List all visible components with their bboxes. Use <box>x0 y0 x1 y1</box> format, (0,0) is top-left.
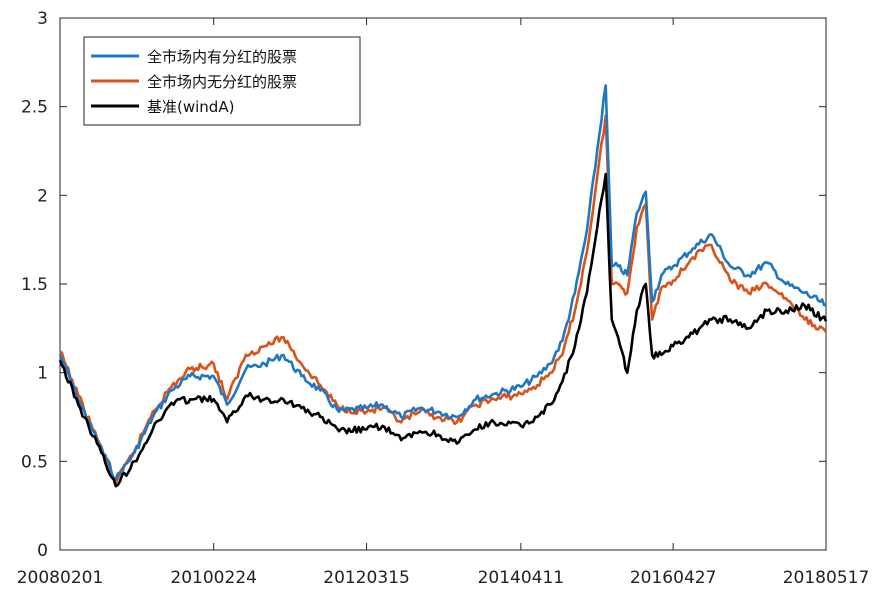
y-axis: 0 0.5 1 1.5 2 2.5 3 <box>21 9 826 561</box>
series-lines <box>58 84 828 488</box>
legend-label: 全市场内无分红的股票 <box>147 73 297 91</box>
x-tick-label: 20100224 <box>170 568 257 588</box>
y-tick-label: 2.5 <box>21 98 48 118</box>
x-axis: 20080201 20100224 20120315 20140411 20160427… <box>17 18 870 588</box>
x-tick-label: 20140411 <box>478 568 565 588</box>
y-tick-label: 3 <box>37 9 48 29</box>
y-tick-label: 1 <box>37 364 48 384</box>
legend-label: 基准(windA) <box>147 98 234 116</box>
legend-label: 全市场内有分红的股票 <box>147 48 297 66</box>
y-tick-label: 0.5 <box>21 452 48 472</box>
series-line <box>58 84 827 481</box>
y-tick-label: 1.5 <box>21 275 48 295</box>
series-line <box>59 114 828 484</box>
y-tick-label: 0 <box>37 541 48 561</box>
x-tick-label: 20120315 <box>323 568 410 588</box>
series-line <box>58 172 828 488</box>
y-tick-label: 2 <box>37 186 48 206</box>
x-tick-label: 20160427 <box>630 568 717 588</box>
x-tick-label: 20180517 <box>783 568 870 588</box>
x-tick-label: 20080201 <box>17 568 104 588</box>
